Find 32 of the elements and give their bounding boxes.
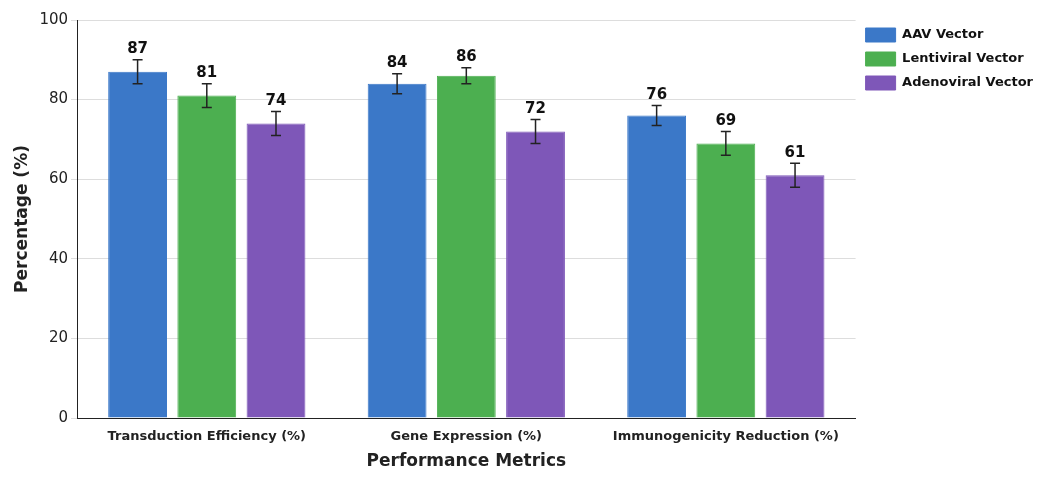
y-tick-label: 40 [48,248,69,267]
data-label: 84 [386,53,408,72]
data-label: 72 [525,98,546,117]
data-label: 86 [455,47,477,66]
bar [765,175,825,418]
y-tick-label: 20 [48,328,69,347]
bar [367,83,427,418]
y-tick-label: 100 [39,9,69,28]
y-tick-label: 60 [48,169,69,188]
data-label: 81 [196,63,218,82]
legend-label: Lentiviral Vector [902,50,1025,66]
data-label: 69 [715,110,737,129]
data-label: 61 [784,142,806,161]
legend-label: Adenoviral Vector [902,74,1034,90]
x-tick-label: Gene Expression (%) [390,428,543,444]
data-label: 87 [127,39,149,58]
bar [246,123,306,418]
y-tick-label: 0 [58,407,69,426]
bar [696,143,756,418]
bar [506,131,565,418]
y-tick-label: 80 [48,89,69,108]
legend-label: AAV Vector [902,26,984,42]
x-axis-title: Performance Metrics [366,450,567,471]
data-label: 76 [646,84,668,103]
x-tick-label: Transduction Efficiency (%) [107,428,307,444]
bar [627,115,687,418]
bar [436,75,496,418]
x-tick-label: Immunogenicity Reduction (%) [612,428,839,444]
bar [177,95,237,418]
bar [108,71,167,418]
data-label: 74 [265,90,287,109]
y-axis-title: Percentage (%) [10,145,31,293]
